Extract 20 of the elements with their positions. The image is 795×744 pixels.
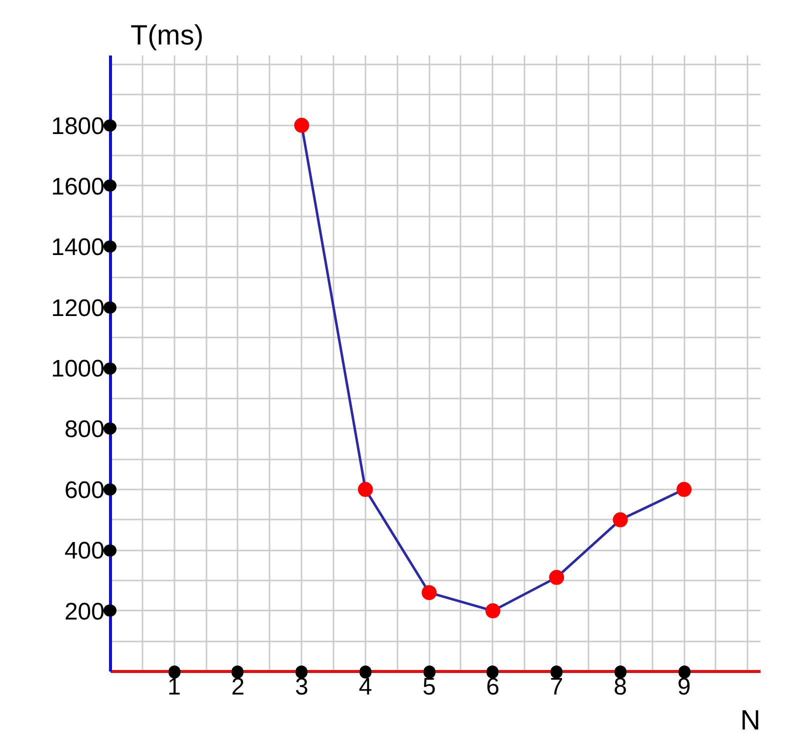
y-axis-title: T(ms) (130, 20, 204, 50)
y-tick-label: 600 (64, 476, 105, 504)
y-tick-label: 800 (64, 416, 105, 444)
x-axis-title: N (740, 704, 761, 736)
y-tick-label: 1600 (51, 173, 104, 200)
x-tick-label: 6 (486, 674, 500, 700)
y-tick-label: 1200 (51, 294, 104, 322)
x-tick-label: 4 (358, 674, 372, 700)
y-tick-label: 1800 (51, 112, 104, 140)
y-tick-label: 200 (64, 598, 105, 626)
x-tick-label: 1 (168, 674, 181, 700)
y-tick-label: 1400 (51, 234, 104, 262)
x-tick-label: 2 (231, 674, 245, 700)
x-tick-label: 3 (295, 674, 308, 700)
x-tick-label: 8 (614, 674, 627, 700)
y-tick-label: 400 (64, 538, 105, 565)
x-tick-label: 9 (677, 674, 691, 700)
y-tick-label: 1000 (51, 356, 104, 383)
x-tick-label: 7 (550, 674, 564, 700)
x-tick-label: 5 (422, 674, 436, 700)
